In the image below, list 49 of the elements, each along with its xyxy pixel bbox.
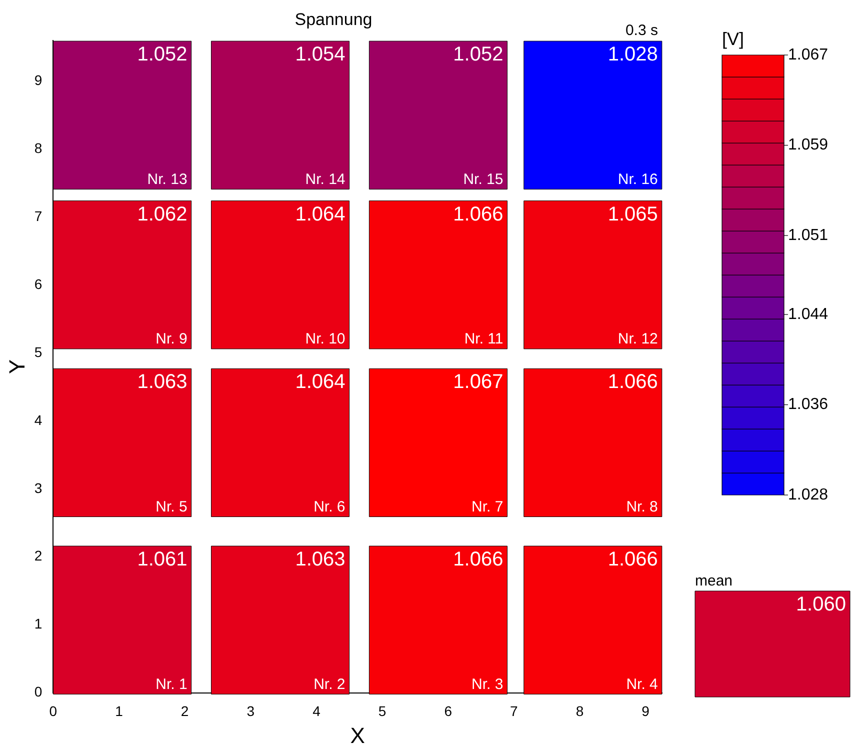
x-tick-label: 0 [49,703,58,720]
y-tick-label: 7 [34,208,42,224]
y-axis-title: Y [4,358,30,374]
x-tick-label: 5 [378,703,386,720]
y-tick-label: 2 [34,548,42,564]
chart-title: Spannung [294,10,372,29]
text: 1.063 Nr. 5 [137,371,188,516]
text: 1.028 Nr. 16 [608,44,658,188]
x-tick-label: 9 [642,703,650,720]
text: 0.3 s [625,22,658,40]
y-tick-label: 6 [34,276,42,292]
text: 1.065 Nr. 12 [608,203,658,348]
data-label: 1.060 [796,594,846,616]
text: 1.054 Nr. 14 [295,44,346,188]
text: 1.066 Nr. 11 [453,203,504,348]
color-bar-label: 1.059 [788,136,828,154]
x-tick-label: 8 [576,703,584,720]
color-bar-title: [V] [722,28,744,49]
x-tick-label: 3 [246,703,255,720]
x-tick-label: 1 [115,703,124,720]
color-bar-label: 1.044 [788,306,828,323]
y-tick-label: 5 [34,344,42,360]
text: 1.052 Nr. 13 [137,44,188,188]
x-axis-title: X [350,722,366,748]
x-tick-label: 2 [180,703,189,720]
text: 1.067 Nr. 7 [453,371,504,516]
text: 1.066 Nr. 4 [608,548,658,693]
text: 1.052 Nr. 15 [453,44,504,188]
color-bar-label: 1.051 [788,226,828,244]
x-tick-label: 6 [444,703,452,720]
color-bar-label: 1.036 [788,396,828,414]
x-tick-label: 7 [510,703,518,720]
x-tick-label: 4 [312,703,321,720]
y-tick-label: 1 [34,616,42,632]
color-bar-label: 1.067 [788,46,828,64]
y-tick-label: 0 [34,684,42,700]
text: 1.066 Nr. 3 [453,548,504,693]
y-tick-label: 9 [34,72,42,88]
text: 1.064 Nr. 6 [295,371,346,516]
y-tick-label: 4 [34,412,42,428]
text: mean [695,572,733,590]
y-tick-label: 8 [34,140,42,156]
text: 1.062 Nr. 9 [137,203,188,348]
text: 1.066 Nr. 8 [608,371,658,516]
text: 1.061 Nr. 1 [137,548,188,693]
text: 1.063 Nr. 2 [295,548,346,693]
text: 1.064 Nr. 10 [295,203,346,348]
y-tick-label: 3 [34,480,42,496]
color-bar-label: 1.028 [788,486,828,504]
